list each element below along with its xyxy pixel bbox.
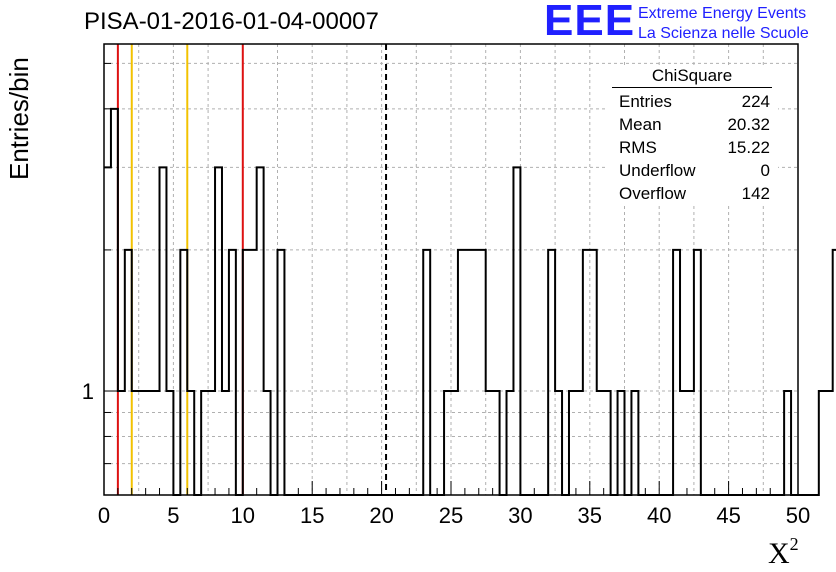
stats-label: RMS (619, 138, 657, 157)
axis-ticks (103, 62, 799, 496)
x-tick-label: 30 (508, 503, 532, 528)
stats-value: 15.22 (727, 138, 770, 157)
x-tick-label: 0 (98, 503, 110, 528)
reference-lines (116, 44, 388, 495)
tick-labels: 0 5 10 15 20 25 30 35 40 45 50 1 (82, 379, 810, 528)
stats-row-overflow: Overflow 142 (608, 182, 778, 205)
stats-header: ChiSquare (612, 66, 772, 88)
x-tick-label: 25 (439, 503, 463, 528)
stats-value: 20.32 (727, 115, 770, 134)
x-tick-label: 50 (786, 503, 810, 528)
stats-box: ChiSquare Entries 224 Mean 20.32 RMS 15.22 … (608, 66, 778, 205)
stats-row-entries: Entries 224 (608, 90, 778, 113)
x-tick-label: 20 (369, 503, 393, 528)
x-tick-label: 5 (167, 503, 179, 528)
x-tick-label: 35 (578, 503, 602, 528)
stats-row-mean: Mean 20.32 (608, 113, 778, 136)
stats-label: Overflow (619, 184, 687, 203)
y-axis-label: Entries/bin (4, 57, 34, 180)
stats-value: 0 (760, 161, 770, 180)
logo-line-2: La Scienza nelle Scuole (638, 25, 809, 42)
x-tick-label: 10 (231, 503, 255, 528)
stats-row-rms: RMS 15.22 (608, 136, 778, 159)
stats-label: Underflow (619, 161, 696, 180)
stats-value: 142 (741, 184, 770, 203)
stats-value: 224 (741, 92, 770, 111)
x-tick-label: 45 (716, 503, 740, 528)
y-tick-label: 1 (82, 379, 94, 404)
x-tick-label: 15 (300, 503, 324, 528)
logo-letters: EEE (544, 0, 636, 45)
x-axis-label: X2 (768, 534, 799, 570)
logo-line-1: Extreme Energy Events (638, 5, 807, 22)
stats-row-underflow: Underflow 0 (608, 159, 778, 182)
stats-label: Mean (619, 115, 662, 134)
x-tick-label: 40 (647, 503, 671, 528)
stats-label: Entries (619, 92, 672, 111)
chart-title: PISA-01-2016-01-04-00007 (84, 8, 379, 35)
